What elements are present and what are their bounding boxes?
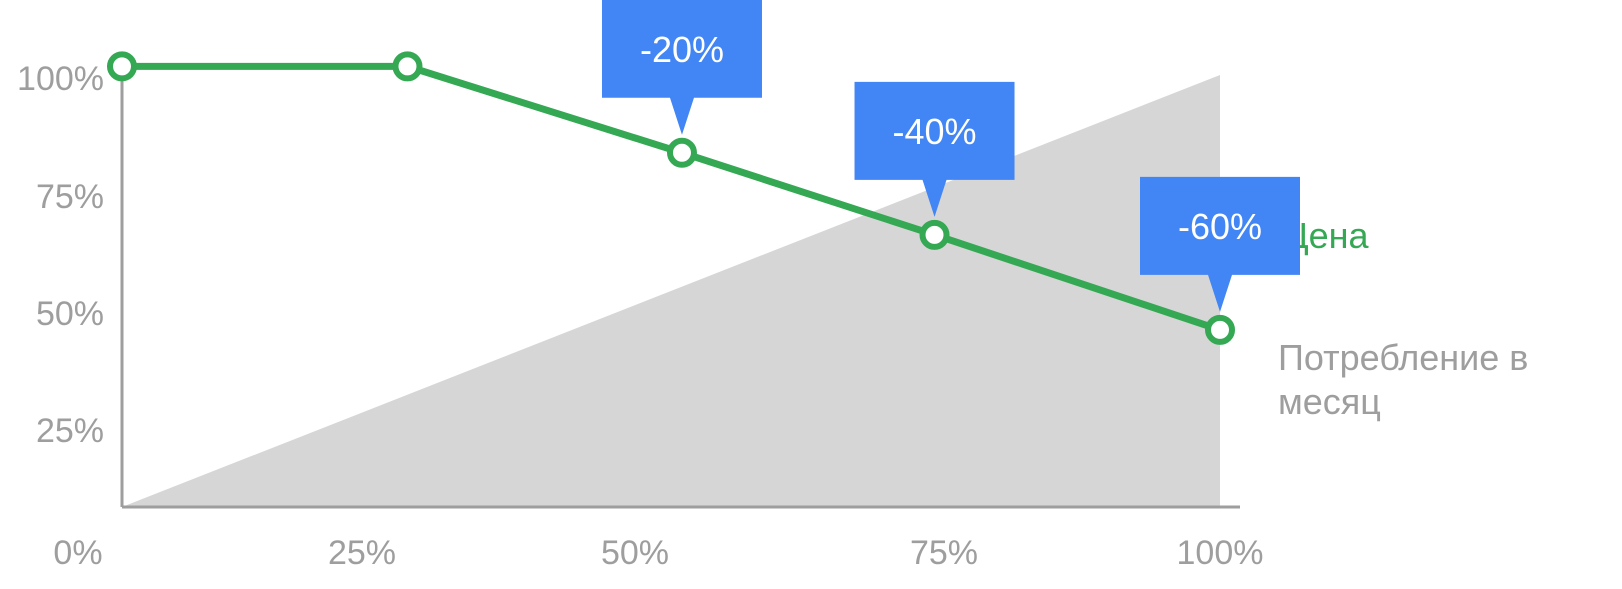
discount-callout-label: -40% [892, 111, 976, 152]
discount-callout-box [1140, 176, 1300, 312]
price-point [392, 51, 423, 82]
x-tick-label: 0% [53, 534, 102, 572]
x-tick-label: 25% [328, 534, 396, 572]
price-point [107, 51, 137, 82]
discount-callout-box [601, 0, 762, 135]
price-point [919, 219, 950, 250]
discount-callout-label: -20% [640, 29, 724, 70]
price-point [1205, 314, 1235, 345]
x-tick-label: 100% [1177, 534, 1264, 572]
x-tick-label: 50% [601, 534, 669, 572]
y-tick-label: 25% [36, 412, 104, 450]
y-tick-label: 50% [36, 295, 104, 333]
consumption-area [122, 75, 1220, 507]
x-tick-label: 75% [910, 534, 978, 572]
discount-callout-box [854, 81, 1015, 217]
series-label-consumption: Потребление в месяц [1278, 337, 1528, 422]
discount-callout-label: -60% [1178, 206, 1262, 247]
price-point [666, 137, 697, 168]
y-tick-label: 100% [17, 60, 104, 98]
y-tick-label: 75% [36, 178, 104, 216]
